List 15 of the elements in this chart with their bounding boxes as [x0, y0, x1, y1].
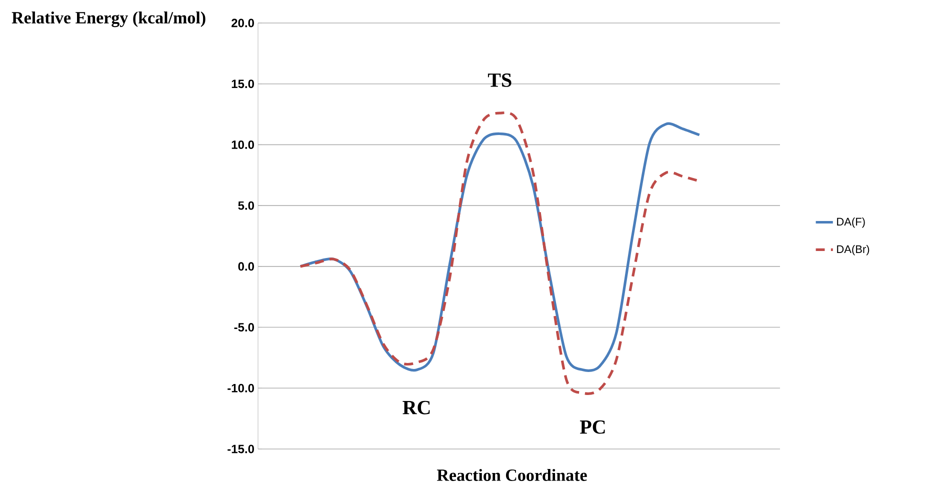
y-tick-label: 10.0	[232, 140, 254, 149]
annotation: PC	[580, 420, 605, 434]
annotation: TS	[488, 73, 512, 87]
y-tick-label: 0.0	[238, 262, 254, 271]
annotation: RC	[402, 400, 430, 414]
legend-label: DA(F)	[837, 218, 865, 228]
y-tick-label: -5.0	[234, 323, 254, 332]
y-axis-title: Relative Energy (kcal/mol)	[12, 12, 206, 28]
y-tick-label: 20.0	[232, 18, 254, 28]
legend-label: DA(Br)	[837, 244, 870, 256]
y-tick-label: 5.0	[238, 201, 254, 210]
x-axis-title: Reaction Coordinate	[436, 469, 587, 481]
y-tick-label: 15.0	[232, 80, 254, 88]
y-tick-label: -15.0	[228, 444, 254, 454]
y-tick-label: -10.0	[228, 384, 254, 392]
